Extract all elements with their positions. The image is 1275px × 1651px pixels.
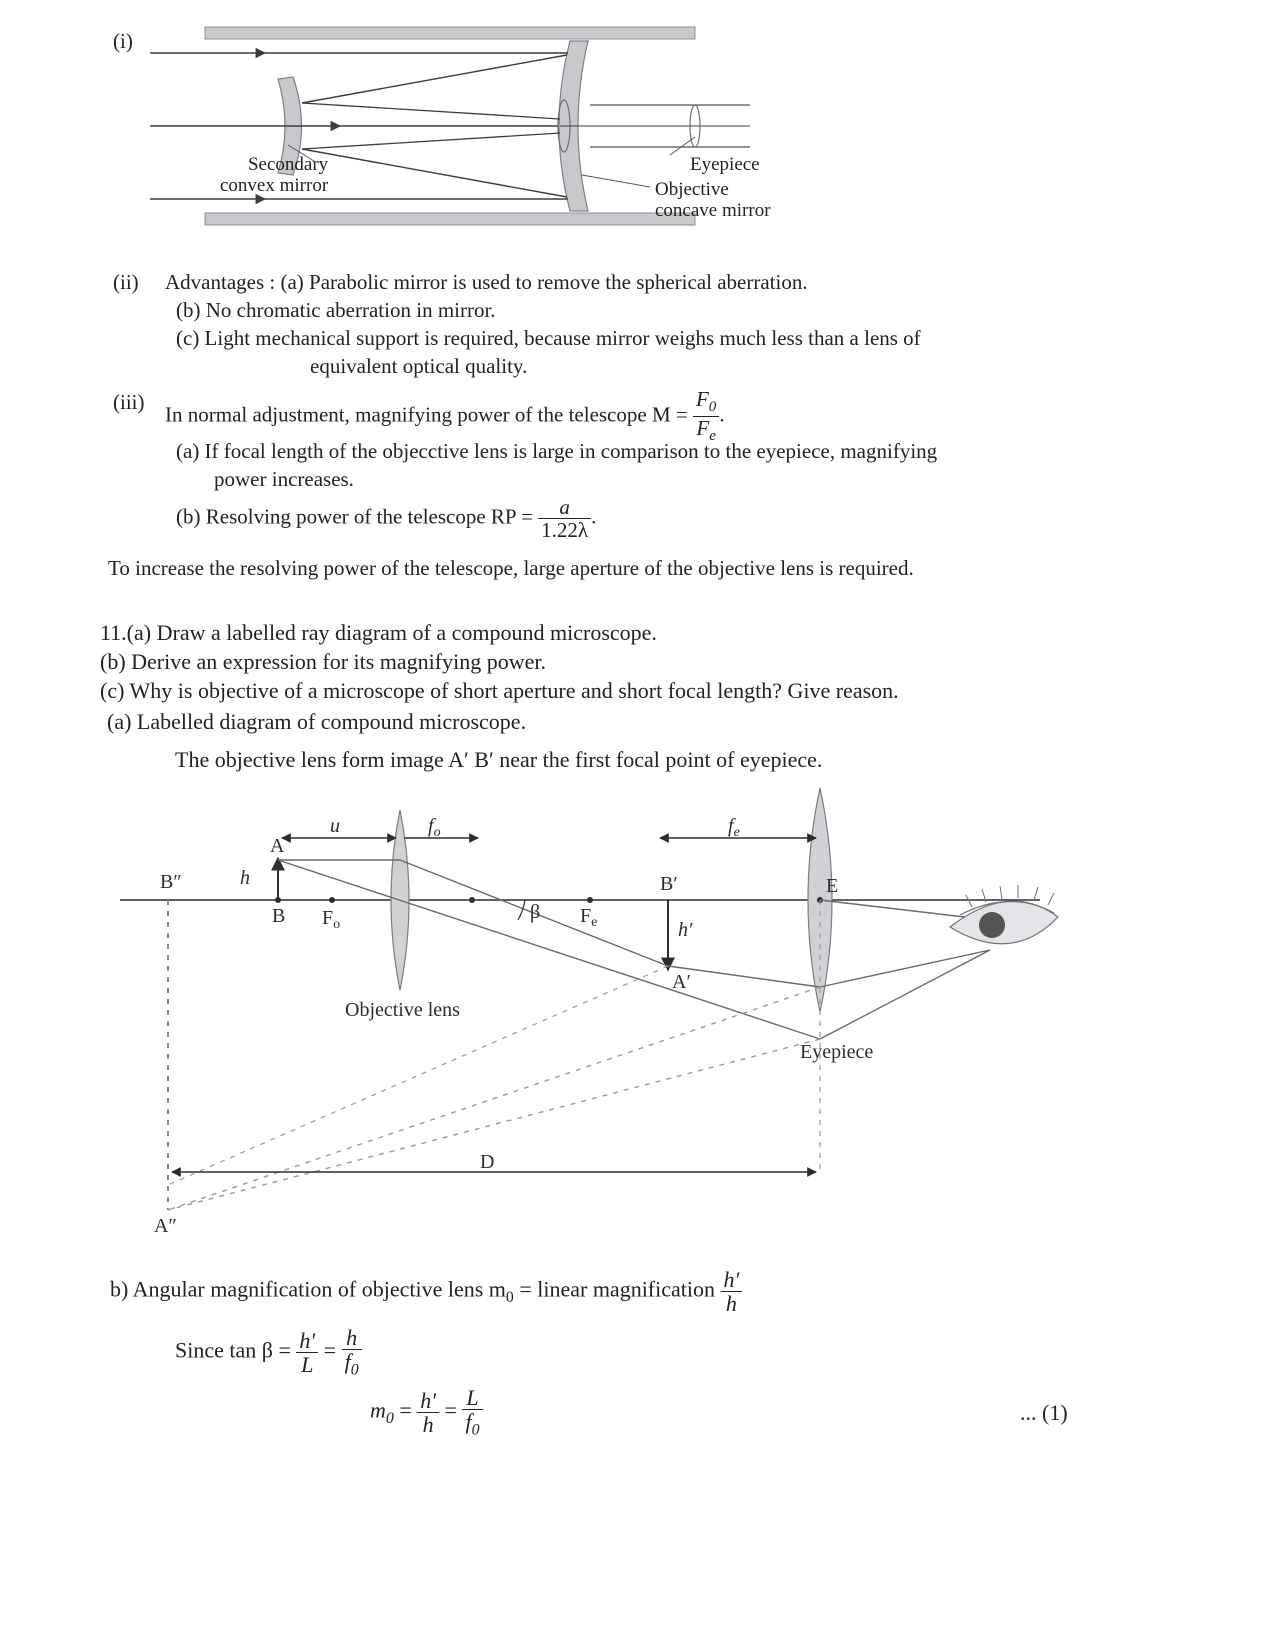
q11-c: (c) Why is objective of a microscope of …: [100, 676, 899, 706]
svg-text:B: B: [272, 905, 285, 927]
svg-text:A′: A′: [672, 971, 691, 993]
svg-text:D: D: [480, 1151, 494, 1173]
svg-text:fo: fo: [428, 815, 441, 840]
ans-a-line2: The objective lens form image A′ B′ near…: [175, 745, 822, 775]
text-iii-a2: power increases.: [214, 465, 354, 493]
q11-b: (b) Derive an expression for its magnify…: [100, 647, 546, 677]
q11-a: 11.(a) Draw a labelled ray diagram of a …: [100, 618, 657, 648]
svg-text:h: h: [240, 867, 250, 889]
svg-text:β: β: [530, 901, 540, 923]
text-ii-c2: equivalent optical quality.: [310, 352, 527, 380]
svg-text:Fe: Fe: [580, 905, 597, 930]
text-iii-conclusion: To increase the resolving power of the t…: [108, 554, 1128, 582]
svg-text:Fo: Fo: [322, 907, 340, 932]
text-iii-a: (a) If focal length of the objecctive le…: [176, 437, 1116, 465]
svg-text:fe: fe: [728, 815, 740, 840]
microscope-diagram: B″ A″ A h B Fo u fo fe Objective lens β …: [120, 780, 1060, 1260]
eq-m0: m0 = h′ h = L f0: [370, 1386, 483, 1439]
label-eyepiece-telescope: Eyepiece: [690, 152, 760, 178]
label-iii: (iii): [113, 388, 145, 416]
svg-text:Objective lens: Objective lens: [345, 999, 460, 1021]
label-objective-mirror: Objective concave mirror: [655, 180, 771, 222]
svg-text:Eyepiece: Eyepiece: [800, 1041, 873, 1063]
label-secondary-mirror: Secondary convex mirror: [220, 155, 328, 197]
label-ii: (ii): [113, 268, 139, 296]
eq1-number: ... (1): [1020, 1398, 1068, 1428]
label-i: (i): [113, 27, 133, 55]
svg-text:h′: h′: [678, 919, 693, 941]
text-ii-c: (c) Light mechanical support is required…: [176, 324, 1116, 352]
svg-text:B′: B′: [660, 873, 678, 895]
text-ii-b: (b) No chromatic aberration in mirror.: [176, 296, 1116, 324]
ans-a: (a) Labelled diagram of compound microsc…: [107, 707, 526, 737]
ans-b-line: b) Angular magnification of objective le…: [110, 1268, 742, 1315]
svg-text:B″: B″: [160, 871, 182, 893]
svg-text:u: u: [330, 815, 340, 837]
svg-text:A: A: [270, 835, 285, 857]
svg-text:E: E: [826, 875, 838, 897]
text-ii-a: Advantages : (a) Parabolic mirror is use…: [165, 268, 1125, 296]
since-line: Since tan β = h′ L = h f0: [175, 1326, 362, 1379]
text-iii-b: (b) Resolving power of the telescope RP …: [176, 496, 596, 541]
svg-text:A″: A″: [154, 1215, 177, 1237]
